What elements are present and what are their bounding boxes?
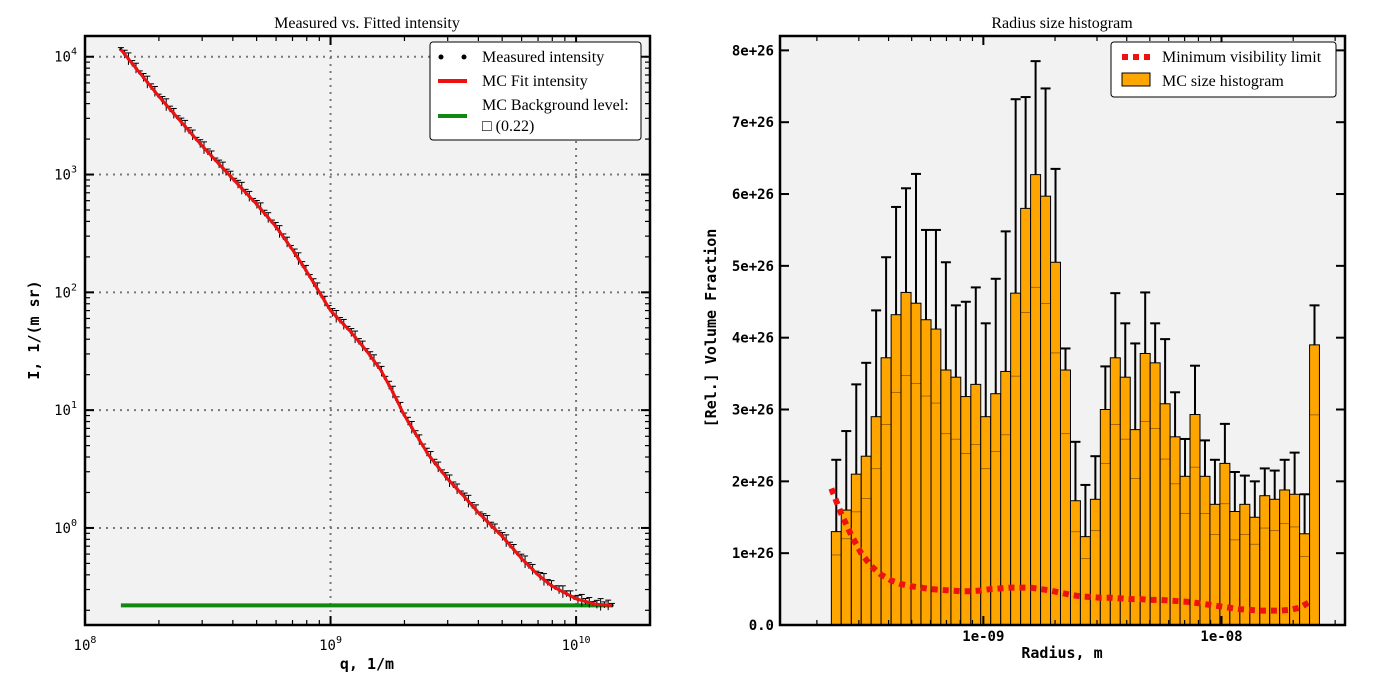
legend-histogram-patch: [1121, 72, 1151, 87]
histogram-bar: [830, 531, 842, 626]
histogram-plot-panel: 0.0 1e+26 2e+26 3e+26 4e+26 5e+26 6e+26 7e+26 8e…: [702, 15, 1347, 662]
histogram-bar: [1129, 429, 1141, 626]
histogram-bar: [1299, 533, 1311, 626]
intensity-y-tick-exponent: 4: [71, 47, 77, 58]
histogram-bar: [1259, 495, 1271, 626]
histogram-bar: [1059, 369, 1071, 626]
legend-min-visibility-label: Minimum visibility limit: [1162, 49, 1322, 66]
histogram-bar: [860, 455, 872, 626]
histogram-bar: [940, 369, 952, 626]
histogram-bar: [1079, 536, 1091, 626]
intensity-plot-title: Measured vs. Fitted intensity: [274, 15, 460, 32]
histogram-bar: [1109, 357, 1121, 626]
intensity-x-tick-exponent: 8: [90, 635, 96, 646]
intensity-y-tick-exponent: 3: [71, 165, 77, 176]
histogram-bar: [1040, 195, 1052, 626]
histogram-bar: [870, 416, 882, 626]
histogram-bar: [920, 319, 932, 626]
legend-measured-label: Measured intensity: [482, 49, 604, 66]
histogram-plot-title: Radius size histogram: [991, 15, 1133, 32]
histogram-bar: [840, 509, 852, 626]
intensity-x-tick-label: 1010: [562, 635, 591, 654]
histogram-bar: [950, 376, 962, 626]
histogram-legend: Minimum visibility limit MC size histogr…: [1110, 41, 1337, 98]
intensity-y-tick-label: 101: [54, 400, 77, 419]
histogram-bar: [930, 328, 942, 626]
histogram-bar: [1139, 352, 1151, 626]
histogram-bar: [900, 291, 912, 626]
histogram-bar: [1099, 409, 1111, 626]
intensity-x-axis-label: q, 1/m: [340, 655, 394, 673]
legend-histogram-label: MC size histogram: [1162, 73, 1284, 90]
histogram-y-tick-label: 2e+26: [732, 474, 774, 490]
histogram-y-tick-label: 8e+26: [732, 43, 774, 59]
histogram-bar: [1189, 414, 1201, 626]
histogram-x-tick-label: 1e-09: [962, 629, 1004, 645]
intensity-y-axis-label: I, 1/(m sr): [25, 280, 43, 379]
intensity-y-tick-label: 100: [54, 518, 77, 537]
histogram-bar: [1219, 462, 1231, 626]
histogram-bars: [830, 174, 1320, 626]
legend-fit-label: MC Fit intensity: [482, 73, 588, 90]
intensity-y-tick-exponent: 2: [71, 282, 77, 293]
intensity-y-tick-label: 102: [54, 282, 77, 301]
intensity-x-tick-exponent: 9: [336, 635, 342, 646]
histogram-y-tick-label: 5e+26: [732, 259, 774, 275]
histogram-bar: [1309, 344, 1320, 626]
histogram-bar: [1279, 489, 1291, 626]
histogram-bar: [880, 357, 892, 626]
histogram-bar: [910, 302, 922, 626]
intensity-y-tick-label: 103: [54, 165, 77, 184]
histogram-y-tick-label: 4e+26: [732, 331, 774, 347]
histogram-x-tick-label: 1e-08: [1200, 629, 1242, 645]
intensity-y-tick-exponent: 1: [71, 400, 77, 411]
histogram-ticks: 0.0 1e+26 2e+26 3e+26 4e+26 5e+26 6e+26 7e+26 8e…: [732, 36, 1345, 645]
intensity-legend: Measured intensity MC Fit intensity MC B…: [429, 41, 642, 141]
histogram-error-bars: [831, 60, 1320, 537]
intensity-x-tick-exponent: 10: [578, 635, 590, 646]
intensity-y-tick-exponent: 0: [71, 518, 77, 529]
histogram-y-tick-label: 0.0: [749, 618, 774, 634]
histogram-bar: [1089, 498, 1101, 626]
histogram-plot-frame: [778, 34, 1347, 627]
histogram-legend-box: [1110, 41, 1337, 98]
histogram-bar: [1269, 498, 1281, 626]
histogram-bar: [1050, 261, 1061, 626]
legend-background-value: □ (0.22): [482, 118, 534, 135]
histogram-bar: [1119, 376, 1131, 626]
histogram-bar: [1149, 362, 1161, 626]
intensity-legend-box: [429, 41, 642, 141]
fit-intensity-line: [119, 48, 613, 607]
histogram-y-tick-label: 1e+26: [732, 546, 774, 562]
intensity-y-tick-label: 104: [54, 47, 77, 66]
legend-measured-marker: [438, 54, 467, 60]
histogram-bar: [1010, 292, 1022, 626]
histogram-bar: [1020, 207, 1032, 626]
min-visibility-series: [828, 487, 1312, 614]
histogram-y-tick-label: 6e+26: [732, 187, 774, 203]
histogram-y-axis-label: [Rel.] Volume Fraction: [702, 229, 720, 428]
intensity-x-tick-label: 109: [319, 635, 342, 654]
histogram-y-tick-label: 3e+26: [732, 403, 774, 419]
intensity-x-tick-label: 108: [74, 635, 97, 654]
histogram-x-axis-label: Radius, m: [1021, 644, 1102, 662]
intensity-series: [117, 47, 615, 611]
min-visibility-line: [828, 487, 1312, 614]
histogram-bar: [980, 416, 992, 626]
histogram-y-tick-label: 7e+26: [732, 115, 774, 131]
histogram-bar: [1159, 403, 1171, 626]
histogram-bar: [1069, 500, 1081, 626]
histogram-bar: [1169, 436, 1181, 626]
legend-background-label: MC Background level:: [482, 97, 629, 114]
histogram-bar: [1030, 174, 1042, 626]
intensity-plot-frame: [83, 34, 652, 627]
